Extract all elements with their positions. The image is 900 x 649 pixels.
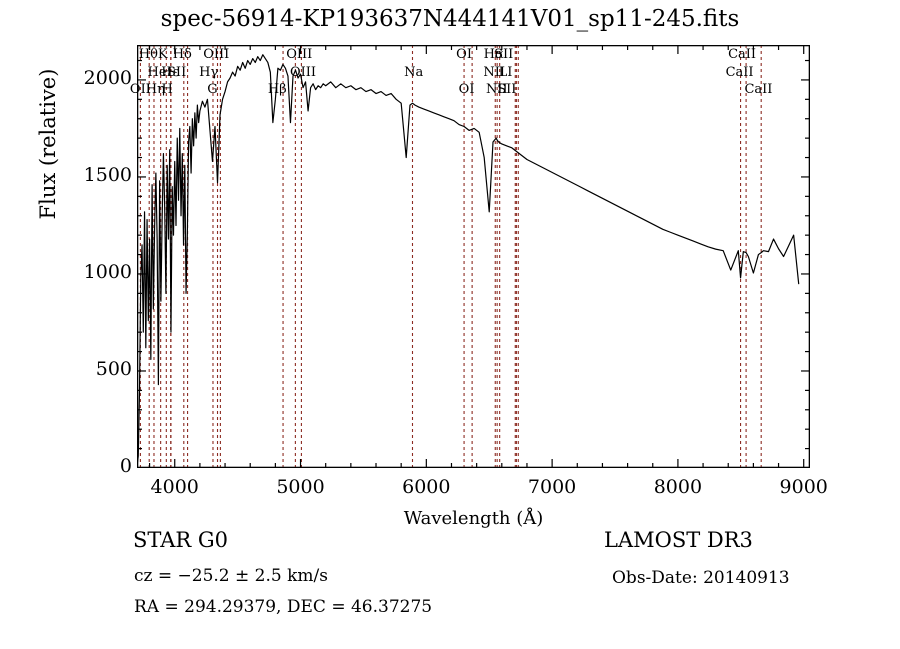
y-tick-label: 500 [95, 357, 132, 380]
spectral-line-label: OIII [203, 47, 230, 62]
spectral-line-label: OII [129, 82, 151, 97]
x-tick-label: 7000 [527, 476, 577, 498]
spectral-line-label: Na [404, 65, 424, 80]
x-tick-label: 5000 [276, 476, 325, 498]
x-tick-label: 9000 [779, 476, 828, 498]
spectral-line-label: OIII [286, 47, 313, 62]
coordinates-text: RA = 294.29379, DEC = 46.37275 [134, 597, 433, 617]
spectral-line-label: CaII [728, 47, 757, 62]
object-class-text: STAR G0 [133, 528, 229, 552]
survey-name-text: LAMOST DR3 [604, 528, 753, 552]
spectral-line-label: LI [498, 65, 513, 80]
radial-velocity-text: cz = −25.2 ± 2.5 km/s [134, 566, 328, 586]
axis-frame [137, 45, 810, 468]
spectral-line-label: OI [458, 82, 475, 97]
y-axis-tick-labels: 0 500 1000 1500 2000 [52, 45, 132, 477]
x-axis-tick-labels: 4000 5000 6000 7000 8000 9000 [137, 476, 828, 504]
spectral-line-label: Hγ [199, 65, 219, 80]
spectral-line-label: K [157, 47, 168, 62]
spectral-line-label: SII [494, 47, 514, 62]
spectral-line-label: SII [167, 65, 187, 80]
spectral-line-label: SII [497, 82, 517, 97]
spectrum-trace [137, 54, 800, 467]
spectral-line-label: G [207, 82, 218, 97]
spectral-line-label: NII [483, 65, 506, 80]
spectral-line-label: OI [456, 47, 472, 62]
y-tick-label: 0 [119, 455, 132, 477]
x-axis-label: Wavelength (Å) [403, 508, 544, 529]
spectrum-svg [137, 45, 810, 468]
y-tick-label: 1000 [83, 260, 132, 283]
y-tick-label: 2000 [83, 66, 132, 89]
spectral-line-label: H [161, 82, 173, 97]
spectral-line-label: Hθ [138, 47, 158, 62]
observation-date-text: Obs-Date: 20140913 [612, 568, 790, 588]
spectral-line-label: OIII [290, 65, 317, 80]
y-axis-label: Flux (relative) [36, 68, 60, 220]
spectral-line-label: Hε [161, 65, 180, 80]
x-tick-label: 4000 [150, 476, 199, 498]
spectral-line-label: Hδ [172, 47, 192, 62]
spectral-line-label: CaII [744, 82, 773, 97]
spectral-line-label: HeI [147, 65, 172, 80]
spectrum-plot [137, 45, 810, 468]
x-tick-label: 6000 [402, 476, 451, 498]
spectral-line-label: Hα [483, 47, 504, 62]
metadata-footer: STAR G0 LAMOST DR3 cz = −25.2 ± 2.5 km/s… [0, 528, 900, 638]
spectral-line-label: CaII [725, 65, 754, 80]
spectral-line-label: Hη [145, 82, 165, 97]
spectral-line-label: NII [485, 82, 508, 97]
page-title: spec-56914-KP193637N444141V01_sp11-245.f… [160, 6, 740, 32]
spectral-line-markers [139, 45, 762, 468]
y-tick-label: 1500 [83, 163, 132, 186]
spectral-line-label: Hβ [267, 82, 287, 97]
x-tick-label: 8000 [653, 476, 703, 498]
